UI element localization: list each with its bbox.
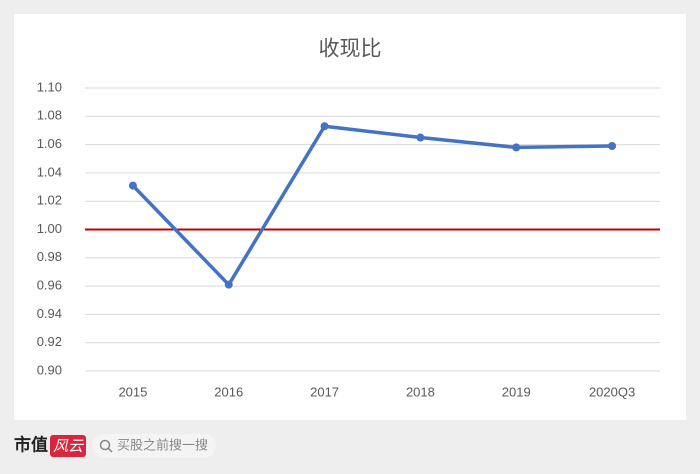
y-tick-label: 1.00 [37,221,62,236]
x-tick-label: 2018 [406,384,435,399]
chart-title: 收现比 [319,38,382,61]
data-point [320,122,329,131]
data-point [512,143,521,152]
y-tick-label: 0.92 [37,334,62,349]
y-tick-label: 1.06 [37,136,62,151]
y-tick-label: 0.90 [37,362,62,377]
chart-card [14,14,686,420]
x-tick-label: 2019 [502,384,531,399]
data-point [128,181,137,190]
series-line [131,124,613,287]
x-tick-label: 2020Q3 [589,384,635,399]
search-box[interactable] [92,434,216,458]
x-tick-label: 2016 [214,384,243,399]
logo: 风云 [53,438,84,455]
y-tick-label: 1.08 [37,108,62,123]
y-tick-label: 0.98 [37,249,62,264]
y-tick-label: 1.10 [37,79,62,94]
y-tick-label: 0.94 [37,306,62,321]
data-point [416,133,425,142]
x-tick-label: 2015 [118,384,147,399]
data-point [224,280,233,289]
logo-box [50,435,86,457]
brand: 市值 [14,434,48,454]
y-tick-label: 1.04 [37,164,62,179]
y-tick-label: 1.02 [37,193,62,208]
y-tick-label: 0.96 [37,278,62,293]
search-icon-handle [107,447,113,453]
search-placeholder: 买股之前搜一搜 [117,437,208,452]
data-point [608,142,617,151]
search-icon [99,439,111,451]
x-tick-label: 2017 [310,384,339,399]
